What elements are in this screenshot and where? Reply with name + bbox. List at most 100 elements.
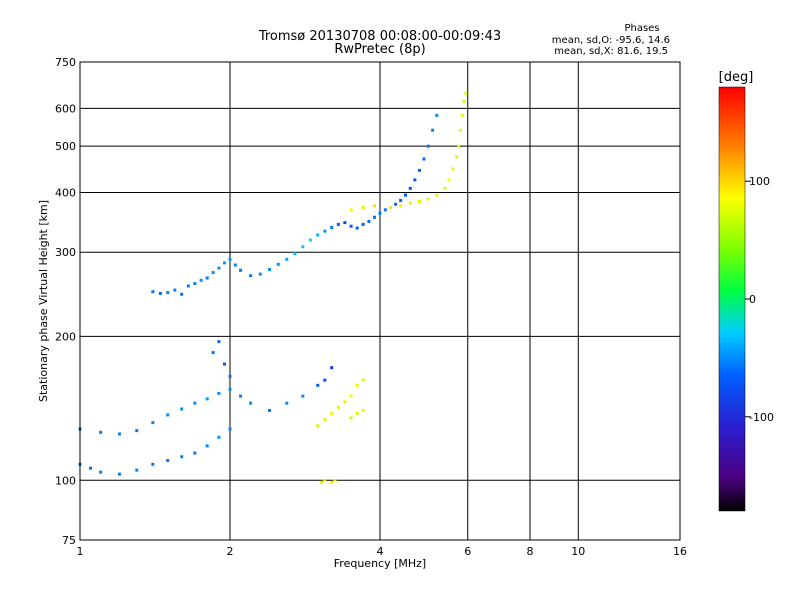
data-point xyxy=(211,271,215,275)
data-point xyxy=(458,128,462,132)
data-point xyxy=(323,378,327,382)
data-point xyxy=(343,400,347,404)
data-point xyxy=(349,208,353,212)
data-point xyxy=(233,263,237,267)
stats-o-mode: mean, sd,O: -95.6, 14.6 xyxy=(552,35,670,46)
data-point xyxy=(308,238,312,242)
data-point xyxy=(293,252,297,256)
data-point xyxy=(276,262,280,266)
data-point xyxy=(399,204,403,208)
data-point xyxy=(417,168,421,172)
data-point xyxy=(422,157,426,161)
colorbar xyxy=(718,86,746,512)
data-point xyxy=(211,351,215,355)
data-point xyxy=(355,411,359,415)
chart-title: Tromsø 20130708 00:08:00-00:09:43 xyxy=(258,29,501,44)
data-point xyxy=(399,198,403,202)
data-point xyxy=(239,394,243,398)
y-axis-label: Stationary phase Virtual Height [km] xyxy=(37,200,50,402)
colorbar-tick-label: -100 xyxy=(749,411,774,424)
data-point xyxy=(355,226,359,230)
data-point xyxy=(426,197,430,201)
x-tick-label: 16 xyxy=(673,545,687,558)
data-point xyxy=(117,432,121,436)
data-point xyxy=(193,451,197,455)
y-tick-label: 400 xyxy=(55,186,76,199)
data-point xyxy=(403,193,407,197)
data-point xyxy=(316,233,320,237)
data-point xyxy=(166,291,170,295)
data-point xyxy=(361,378,365,382)
x-tick-labels: 1 2 4 6 8 10 16 xyxy=(77,545,688,558)
data-point xyxy=(443,186,447,190)
data-point xyxy=(394,202,398,206)
y-tick-label: 500 xyxy=(55,140,76,153)
data-point xyxy=(186,284,190,288)
data-point xyxy=(383,208,387,212)
data-point xyxy=(151,462,155,466)
data-point xyxy=(408,201,412,205)
data-point xyxy=(180,292,184,296)
data-point xyxy=(180,407,184,411)
data-point xyxy=(462,100,466,104)
x-tick-label: 4 xyxy=(377,545,384,558)
data-point xyxy=(408,186,412,190)
data-point xyxy=(117,472,121,476)
data-point xyxy=(361,408,365,412)
data-point xyxy=(151,421,155,425)
data-point xyxy=(413,178,417,182)
y-tick-label: 300 xyxy=(55,246,76,259)
data-point xyxy=(205,444,209,448)
data-point xyxy=(99,470,103,474)
data-point xyxy=(217,391,221,395)
data-point xyxy=(223,362,227,366)
x-tick-label: 1 xyxy=(77,545,84,558)
colorbar-ticks: 100 0 -100 xyxy=(745,175,774,424)
data-point xyxy=(217,435,221,439)
x-tick-label: 6 xyxy=(464,545,471,558)
data-point xyxy=(378,211,382,215)
chart-subtitle: RwPretec (8p) xyxy=(334,42,425,57)
data-point xyxy=(249,401,253,405)
data-point xyxy=(349,416,353,420)
data-point xyxy=(330,480,334,484)
x-axis-label: Frequency [MHz] xyxy=(334,557,426,570)
data-point xyxy=(460,113,464,117)
data-point xyxy=(217,340,221,344)
data-point xyxy=(151,290,155,294)
data-point xyxy=(319,480,323,484)
data-point xyxy=(228,257,232,261)
data-point xyxy=(249,274,253,278)
y-tick-label: 200 xyxy=(55,330,76,343)
data-point xyxy=(285,257,289,261)
y-tick-label: 750 xyxy=(55,56,76,69)
data-point xyxy=(323,478,327,482)
data-point xyxy=(355,383,359,387)
data-point xyxy=(267,408,271,412)
data-point xyxy=(323,418,327,422)
data-point xyxy=(223,261,227,265)
data-point xyxy=(330,411,334,415)
data-point xyxy=(343,221,347,225)
data-point xyxy=(389,206,393,210)
data-point xyxy=(349,394,353,398)
data-point xyxy=(333,478,337,482)
y-tick-label: 100 xyxy=(55,474,76,487)
plot-frame xyxy=(79,61,681,541)
data-point xyxy=(323,229,327,233)
data-point xyxy=(135,429,139,433)
data-point xyxy=(301,245,305,249)
grid-lines xyxy=(80,62,680,540)
data-point xyxy=(166,413,170,417)
data-point xyxy=(361,206,365,210)
data-point xyxy=(316,383,320,387)
data-point xyxy=(431,128,435,132)
x-tick-label: 8 xyxy=(527,545,534,558)
data-point xyxy=(435,193,439,197)
data-point xyxy=(457,144,461,148)
data-point xyxy=(228,427,232,431)
data-point xyxy=(464,91,468,95)
data-point xyxy=(451,167,455,171)
data-points xyxy=(78,91,468,484)
